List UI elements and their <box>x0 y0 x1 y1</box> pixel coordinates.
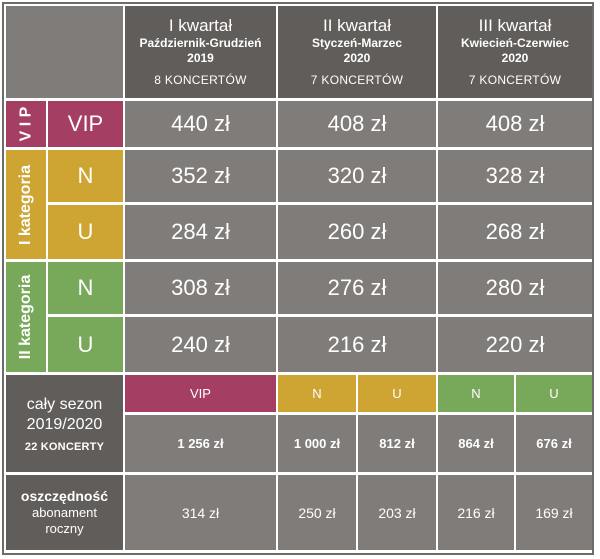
season-total: 1 000 zł <box>278 415 356 472</box>
season-tag-n: N <box>438 375 514 412</box>
price-cell: 320 zł <box>278 150 436 202</box>
quarter-months: Styczeń-Marzec <box>311 36 403 50</box>
savings-label: oszczędność abonament roczny <box>6 475 123 550</box>
season-total: 1 256 zł <box>125 415 276 472</box>
header-quarter-1: I kwartał Październik-Grudzień 2019 8 KO… <box>125 6 276 98</box>
season-total: 864 zł <box>438 415 514 472</box>
row-label-cat1: I kategoria N U <box>6 150 123 259</box>
season-quarter-1: VIP 1 256 zł <box>125 375 276 472</box>
savings-value: 314 zł <box>125 475 276 550</box>
quarter-concerts: 7 KONCERTÓW <box>468 73 562 87</box>
sub-label-cat2-u: U <box>48 317 123 372</box>
sub-label-cat1-n: N <box>48 150 123 202</box>
row-label-vip: V I P VIP <box>6 101 123 147</box>
price-cell: 260 zł <box>278 205 436 259</box>
price-cell: 240 zł <box>125 317 276 372</box>
savings-label-bold: oszczędność <box>20 488 109 504</box>
price-cell: 276 zł <box>278 262 436 314</box>
group-label-cat1: I kategoria <box>6 150 46 259</box>
quarter-concerts: 7 KONCERTÓW <box>310 73 404 87</box>
quarter-year: 2019 <box>187 51 214 65</box>
savings-quarter-3: 216 zł 169 zł <box>438 475 592 550</box>
season-tag-u: U <box>358 375 436 412</box>
season-total: 812 zł <box>358 415 436 472</box>
season-label-line1: cały sezon <box>26 395 103 413</box>
price-table: I kwartał Październik-Grudzień 2019 8 KO… <box>6 6 592 553</box>
price-cell: 352 zł <box>125 150 276 202</box>
savings-value: 169 zł <box>516 475 592 550</box>
quarter-months: Kwiecień-Czerwiec <box>460 36 570 50</box>
price-cell: 408 zł <box>438 101 592 147</box>
header-corner <box>6 6 123 98</box>
sub-label-vip: VIP <box>48 101 123 147</box>
price-cell: 284 zł <box>125 205 276 259</box>
season-quarter-3: N U 864 zł 676 zł <box>438 375 592 472</box>
sub-label-cat2-n: N <box>48 262 123 314</box>
season-tag-vip: VIP <box>125 375 276 412</box>
header-quarter-2: II kwartał Styczeń-Marzec 2020 7 KONCERT… <box>278 6 436 98</box>
savings-value: 250 zł <box>278 475 356 550</box>
price-cell: 268 zł <box>438 205 592 259</box>
quarter-months: Październik-Grudzień <box>139 36 262 50</box>
quarter-title: II kwartał <box>322 16 392 35</box>
sub-label-cat1-u: U <box>48 205 123 259</box>
quarter-year: 2020 <box>343 51 371 65</box>
price-cell: 280 zł <box>438 262 592 314</box>
price-cell: 216 zł <box>278 317 436 372</box>
savings-value: 203 zł <box>358 475 436 550</box>
quarter-title: I kwartał <box>168 16 233 35</box>
price-cell: 220 zł <box>438 317 592 372</box>
savings-label-line3: roczny <box>45 521 84 536</box>
quarter-year: 2020 <box>501 51 529 65</box>
price-cell: 440 zł <box>125 101 276 147</box>
row-label-cat2: II kategoria N U <box>6 262 123 372</box>
season-total: 676 zł <box>516 415 592 472</box>
season-label: cały sezon 2019/2020 22 KONCERTY <box>6 375 123 472</box>
savings-quarter-2: 250 zł 203 zł <box>278 475 436 550</box>
price-cell: 328 zł <box>438 150 592 202</box>
season-tag-n: N <box>278 375 356 412</box>
season-concerts: 22 KONCERTY <box>24 440 105 453</box>
savings-label-line2: abonament <box>31 505 98 520</box>
quarter-title: III kwartał <box>478 16 552 35</box>
price-cell: 408 zł <box>278 101 436 147</box>
group-label-cat2: II kategoria <box>6 262 46 372</box>
season-label-line2: 2019/2020 <box>26 415 103 433</box>
group-label-vip: V I P <box>6 101 46 147</box>
season-quarter-2: N U 1 000 zł 812 zł <box>278 375 436 472</box>
header-quarter-3: III kwartał Kwiecień-Czerwiec 2020 7 KON… <box>438 6 592 98</box>
season-tag-u: U <box>516 375 592 412</box>
quarter-concerts: 8 KONCERTÓW <box>154 73 247 87</box>
savings-value: 216 zł <box>438 475 514 550</box>
price-cell: 308 zł <box>125 262 276 314</box>
